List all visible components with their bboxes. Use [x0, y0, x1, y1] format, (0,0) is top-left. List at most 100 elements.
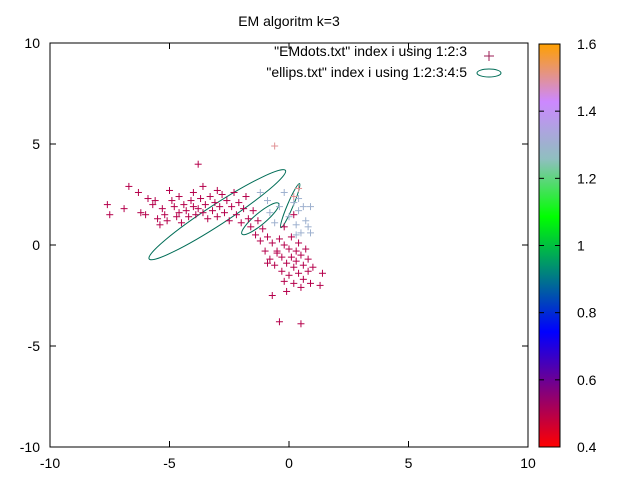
- data-point: [266, 255, 274, 263]
- data-point: [304, 255, 312, 263]
- data-point: [156, 221, 164, 229]
- data-point: [268, 239, 276, 247]
- y-tick-label: 0: [32, 237, 40, 253]
- data-point: [271, 261, 279, 269]
- data-point: [235, 199, 243, 207]
- data-point: [154, 215, 162, 223]
- data-point: [287, 233, 295, 241]
- x-tick-label: -5: [163, 455, 176, 471]
- x-tick-label: 5: [405, 455, 413, 471]
- data-point: [247, 223, 255, 231]
- data-point: [275, 203, 283, 211]
- data-point: [192, 211, 200, 219]
- data-point: [137, 209, 145, 217]
- data-point: [309, 263, 317, 271]
- data-point: [297, 251, 305, 259]
- data-point: [144, 195, 152, 203]
- data-point: [201, 201, 209, 209]
- data-point: [304, 223, 312, 231]
- legend-label-ellips: "ellips.txt" index i using 1:2:3:4:5: [266, 64, 467, 80]
- data-point: [206, 193, 214, 201]
- data-point: [175, 209, 183, 217]
- colorbar-tick-label: 1.4: [577, 103, 597, 119]
- colorbar-tick-label: 0.4: [577, 439, 597, 455]
- data-point: [175, 193, 183, 201]
- data-point: [295, 184, 303, 192]
- data-point: [290, 279, 298, 287]
- data-point: [106, 211, 114, 219]
- data-point: [194, 205, 202, 213]
- data-point: [223, 197, 231, 205]
- data-point: [149, 201, 157, 209]
- colorbar-tick-label: 1.2: [577, 170, 597, 186]
- data-point: [285, 213, 293, 221]
- data-point: [230, 188, 238, 196]
- x-tick-label: -10: [40, 455, 60, 471]
- data-point: [177, 219, 185, 227]
- data-point: [263, 259, 271, 267]
- data-point: [163, 217, 171, 225]
- data-point: [189, 188, 197, 196]
- data-point: [307, 279, 315, 287]
- data-point: [263, 233, 271, 241]
- data-point: [228, 203, 236, 211]
- data-point: [259, 225, 267, 233]
- data-point: [103, 201, 111, 209]
- legend-label-emdots: "EMdots.txt" index i using 1:2:3: [274, 43, 467, 59]
- data-point: [266, 209, 274, 217]
- data-point: [295, 195, 303, 203]
- x-axis-ticks: -10 -5 0 5 10: [40, 43, 536, 471]
- legend-marker-plus: [484, 51, 494, 61]
- data-point: [273, 247, 281, 255]
- data-point: [225, 217, 233, 225]
- data-point: [199, 182, 207, 190]
- data-point: [151, 197, 159, 205]
- data-point: [252, 231, 260, 239]
- data-point: [244, 215, 252, 223]
- data-point: [304, 267, 312, 275]
- data-point: [173, 213, 181, 221]
- data-point: [254, 217, 262, 225]
- y-tick-label: -10: [20, 439, 40, 455]
- chart-title: EM algoritm k=3: [238, 13, 340, 29]
- x-tick-label: 10: [520, 455, 536, 471]
- data-point: [299, 275, 307, 283]
- data-point: [134, 188, 142, 196]
- data-point: [297, 320, 305, 328]
- data-point: [290, 193, 298, 201]
- data-point: [287, 253, 295, 261]
- data-point: [125, 182, 133, 190]
- cluster-ellipse: [148, 169, 287, 261]
- data-point: [268, 292, 276, 299]
- data-point: [158, 205, 166, 213]
- data-point: [242, 193, 250, 201]
- data-point: [120, 205, 128, 213]
- data-point: [299, 203, 307, 211]
- plot-frame: [49, 42, 529, 448]
- data-point: [295, 269, 303, 277]
- data-point: [218, 191, 226, 198]
- ellipse-layer: [148, 169, 301, 261]
- data-point: [216, 203, 224, 211]
- data-point: [280, 277, 288, 285]
- data-point: [187, 197, 195, 205]
- data-point: [280, 241, 288, 249]
- colorbar-tick-label: 1: [577, 238, 585, 254]
- data-point: [285, 271, 293, 279]
- data-point: [280, 223, 288, 231]
- colorbar-tick-label: 0.8: [577, 305, 597, 321]
- y-tick-label: 5: [32, 136, 40, 152]
- data-point: [182, 207, 190, 215]
- cluster-ellipse: [280, 183, 301, 229]
- data-point: [170, 203, 178, 211]
- data-point: [197, 195, 205, 203]
- data-point: [256, 237, 264, 245]
- data-point: [261, 247, 269, 255]
- y-axis-ticks: -10 -5 0 5 10: [20, 35, 528, 455]
- data-point: [249, 207, 257, 215]
- data-point: [290, 211, 298, 219]
- data-point: [292, 221, 300, 229]
- data-point: [278, 253, 286, 261]
- data-point: [180, 201, 188, 209]
- data-point: [318, 269, 326, 277]
